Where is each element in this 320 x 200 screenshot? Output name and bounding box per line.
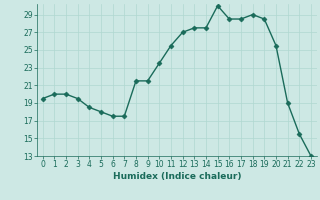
X-axis label: Humidex (Indice chaleur): Humidex (Indice chaleur)	[113, 172, 241, 181]
